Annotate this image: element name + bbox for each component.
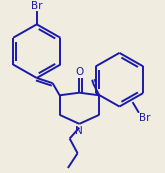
Text: N: N <box>75 126 83 136</box>
Text: Br: Br <box>31 1 43 11</box>
Text: Br: Br <box>139 113 151 123</box>
Text: O: O <box>75 67 83 77</box>
